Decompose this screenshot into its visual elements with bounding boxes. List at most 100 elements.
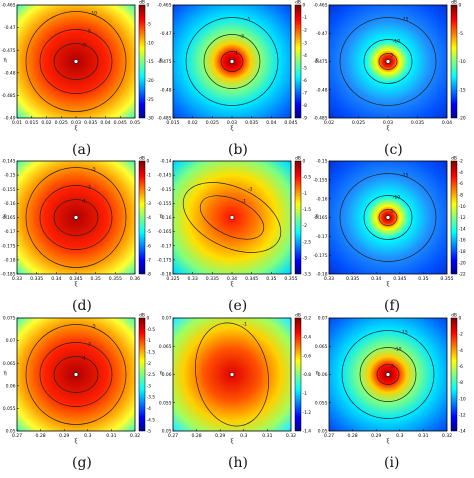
colorbar-tick-label: -8 (147, 272, 152, 278)
x-axis-label: ξ (74, 282, 77, 288)
x-tick-label: 0.27 (168, 433, 178, 439)
contour-label: -1 (81, 356, 86, 362)
colorbar-tick-label: 0 (147, 159, 150, 165)
y-axis-label: η (159, 214, 162, 220)
colorbar-tick-label: -0.6 (303, 353, 312, 359)
x-tick-label: 0.02 (41, 120, 51, 126)
colorbar-tick-label: -3 (303, 255, 308, 261)
x-tick-label: 0.035 (411, 120, 424, 126)
contour-line (363, 195, 413, 240)
contour-label: -5 (91, 324, 96, 330)
colorbar-tick-label: -14 (459, 226, 466, 232)
x-tick-label: 0.29 (59, 433, 69, 439)
contour-line (182, 182, 282, 253)
colorbar-tick-label: -0.5 (147, 327, 156, 333)
colorbar-a (138, 4, 146, 119)
colorbar-tick-label: -18 (459, 249, 466, 255)
y-tick-label: -0.18 (316, 272, 328, 278)
y-tick-label: 0.05 (162, 429, 172, 435)
y-tick-label: -0.48 (160, 87, 172, 93)
caption-c: (c) (384, 142, 403, 158)
colorbar-tick-label: -6 (459, 181, 464, 187)
y-tick-label: -0.16 (316, 196, 328, 202)
x-tick-label: 0.33 (324, 276, 334, 282)
x-tick-label: 0.35 (418, 276, 428, 282)
x-tick-label: 0.035 (245, 120, 258, 126)
y-axis-label: η (159, 58, 162, 64)
y-tick-label: -0.485 (313, 116, 327, 122)
y-tick-label: -0.175 (157, 257, 171, 263)
colorbar-h (294, 317, 302, 432)
x-tick-label: 0.355 (440, 276, 453, 282)
y-tick-label: 0.075 (3, 316, 16, 322)
x-tick-label: 0.01 (12, 120, 22, 126)
y-tick-label: -0.465 (1, 3, 15, 9)
colorbar-tick-label: -30 (147, 116, 154, 122)
y-tick-label: -0.465 (313, 3, 327, 9)
panel-a: -10 -5 -3 0.01 0.015 0.02 0.025 0.03 0.035 0.04 0.… (1, 0, 154, 132)
colorbar-tick-label: -2.5 (303, 239, 312, 245)
colorbar-unit: dB (139, 0, 145, 6)
y-tick-label: -0.155 (157, 201, 171, 207)
colorbar-tick-label: -2 (303, 223, 308, 229)
contour-line (185, 17, 279, 106)
x-tick-label: 0.335 (30, 276, 43, 282)
x-tick-label: 0.345 (393, 276, 406, 282)
contour-label: -1 (242, 199, 247, 205)
contours-e: -3-1 (182, 182, 282, 253)
y-tick-label: -0.465 (157, 3, 171, 9)
contour-label: -3 (240, 34, 245, 40)
y-tick-label: -0.145 (157, 173, 171, 179)
y-axis-label: η (315, 214, 318, 220)
y-tick-label: 0.07 (162, 316, 172, 322)
colorbar-tick-label: -10 (147, 40, 154, 46)
y-tick-label: 0.07 (6, 338, 16, 344)
x-tick-label: 0.28 (35, 433, 45, 439)
y-tick-label: 0.065 (315, 344, 328, 350)
x-tick-label: 0.025 (55, 120, 68, 126)
x-tick-label: 0.32 (442, 433, 452, 439)
contour-line (376, 364, 400, 385)
center-marker (385, 372, 391, 377)
x-tick-label: 0.29 (215, 433, 225, 439)
contour-label: -1 (242, 322, 247, 328)
contour-line (359, 347, 417, 402)
x-tick-label: 0.35 (266, 276, 276, 282)
colorbar-tick-label: -0.2 (303, 316, 312, 322)
colorbar-tick-label: -20 (459, 260, 466, 266)
y-tick-label: -0.18 (4, 257, 16, 263)
y-tick-label: -0.16 (4, 201, 16, 207)
colorbar-tick-label: -0.8 (303, 372, 312, 378)
colorbar-tick-label: 0 (147, 316, 150, 322)
panel-b: -5 -3 -1 0.015 0.02 0.025 0.03 0.035 0.04 0.045 -0… (157, 0, 307, 132)
contour-line (341, 330, 435, 419)
colorbar-c (450, 4, 458, 119)
contours-c: -15 -10 -5 (339, 17, 437, 106)
colorbar-tick-label: 0 (303, 159, 306, 165)
y-axis-label: η (159, 371, 162, 377)
x-tick-label: 0.345 (69, 276, 82, 282)
contour-label: -5 (246, 17, 251, 23)
x-tick-label: 0.03 (383, 120, 393, 126)
colorbar-unit: dB (451, 313, 457, 319)
colorbar-e (294, 160, 302, 275)
contour-label: -3 (86, 342, 91, 348)
colorbar-tick-label: -3.5 (147, 395, 156, 401)
colorbar-tick-label: -3.5 (303, 272, 312, 278)
y-tick-label: -0.15 (160, 187, 172, 193)
colorbar-tick-label: -7 (303, 90, 308, 96)
y-tick-label: -0.165 (1, 215, 15, 221)
center-marker (385, 59, 391, 64)
x-axis-label: ξ (74, 439, 77, 445)
colorbar-tick-label: -20 (459, 116, 466, 122)
y-tick-label: -0.15 (316, 159, 328, 165)
contour-label: -5 (86, 29, 91, 35)
colorbar-tick-label: -5 (303, 65, 308, 71)
x-tick-label: 0.34 (371, 276, 381, 282)
colorbar-tick-label: -1 (303, 15, 308, 21)
y-tick-label: -0.475 (1, 48, 15, 54)
y-tick-label: 0.055 (315, 400, 328, 406)
center-marker (229, 59, 235, 64)
x-tick-label: 0.04 (100, 120, 110, 126)
